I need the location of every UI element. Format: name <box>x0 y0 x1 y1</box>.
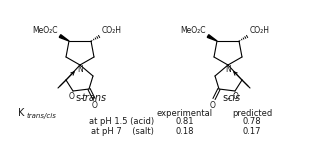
Text: CO₂H: CO₂H <box>250 26 270 35</box>
Text: K: K <box>18 108 24 118</box>
Text: experimental: experimental <box>157 108 213 117</box>
Text: MeO₂C: MeO₂C <box>32 26 58 35</box>
Text: trans/cis: trans/cis <box>27 113 57 119</box>
Text: at pH 7    (salt): at pH 7 (salt) <box>91 128 153 136</box>
Text: trans: trans <box>81 93 106 103</box>
Text: MeO₂C: MeO₂C <box>180 26 206 35</box>
Text: 0.78: 0.78 <box>243 117 261 127</box>
Text: N: N <box>225 65 231 75</box>
Text: cis: cis <box>228 93 241 103</box>
Text: CO₂H: CO₂H <box>102 26 122 35</box>
Polygon shape <box>207 35 217 41</box>
Text: O: O <box>92 101 98 110</box>
Text: 0.81: 0.81 <box>176 117 194 127</box>
Text: N: N <box>77 65 83 75</box>
Text: predicted: predicted <box>232 108 272 117</box>
Polygon shape <box>59 35 69 41</box>
Text: s-: s- <box>222 93 231 103</box>
Text: at pH 1.5 (acid): at pH 1.5 (acid) <box>89 117 155 127</box>
Text: 0.17: 0.17 <box>243 128 261 136</box>
Text: O: O <box>233 92 239 101</box>
Text: O: O <box>210 101 216 110</box>
Text: 0.18: 0.18 <box>176 128 194 136</box>
Text: O: O <box>69 92 75 101</box>
Text: s-: s- <box>75 93 83 103</box>
